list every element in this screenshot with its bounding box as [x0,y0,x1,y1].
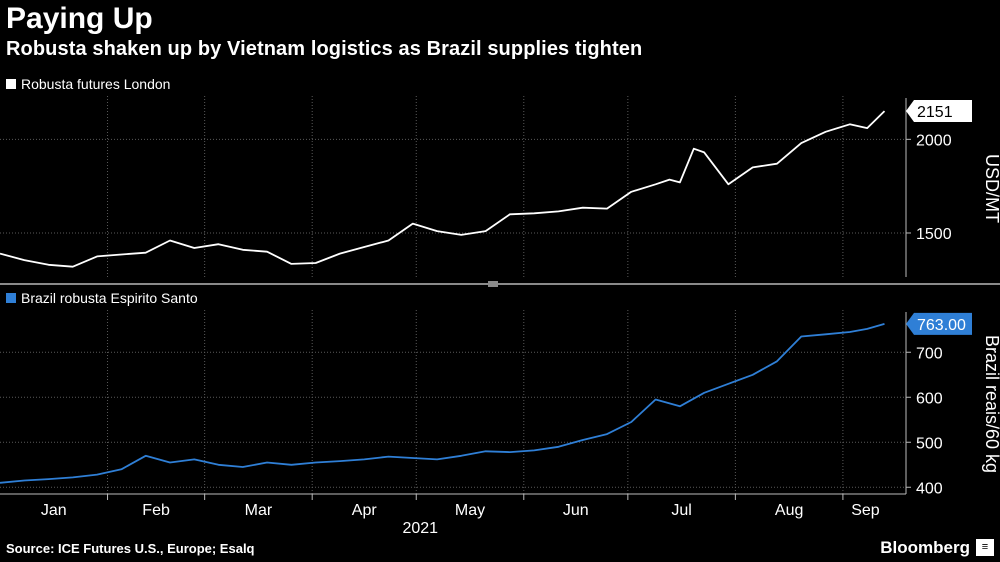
last-value-label-brazil: 763.00 [917,317,966,334]
x-axis-year-label: 2021 [402,520,438,537]
bloomberg-logo-icon: ≡ [976,539,994,556]
y-tick-label-brazil-400: 400 [916,480,943,497]
y-tick-label-robusta-1500: 1500 [916,226,952,243]
last-value-badge-brazil [906,312,972,335]
y-tick-label-brazil-600: 600 [916,390,943,407]
bloomberg-logo-text: Bloomberg [880,538,970,557]
x-tick-label-sep: Sep [851,502,880,519]
last-value-label-robusta: 2151 [917,104,953,121]
legend-swatch-blue [6,293,16,303]
x-tick-label-apr: Apr [352,502,378,519]
series-line-brazil [0,323,885,484]
x-tick-label-mar: Mar [245,502,273,519]
panel-divider-handle [488,281,498,287]
x-tick-label-feb: Feb [142,502,170,519]
legend-brazil-robusta: Brazil robusta Espirito Santo [6,290,198,306]
x-tick-label-jan: Jan [41,502,67,519]
y-tick-label-robusta-2000: 2000 [916,132,952,149]
x-tick-label-jul: Jul [671,502,691,519]
legend-robusta-london: Robusta futures London [6,76,170,92]
legend-label-robusta-london: Robusta futures London [21,76,171,92]
legend-label-brazil-robusta: Brazil robusta Espirito Santo [21,290,198,306]
y-tick-label-brazil-700: 700 [916,345,943,362]
x-tick-label-aug: Aug [775,502,803,519]
last-value-badge-robusta [906,100,972,123]
source-note: Source: ICE Futures U.S., Europe; Esalq [6,541,255,556]
y-axis-label-robusta: USD/MT [982,154,1000,223]
chart-title: Paying Up [6,2,153,35]
legend-swatch-white [6,79,16,89]
x-tick-label-jun: Jun [563,502,589,519]
chart-subtitle: Robusta shaken up by Vietnam logistics a… [6,38,643,60]
x-tick-label-may: May [455,502,485,519]
y-tick-label-brazil-500: 500 [916,435,943,452]
y-axis-label-brazil: Brazil reais/60 kg [982,335,1000,473]
series-line-robusta [0,110,886,268]
